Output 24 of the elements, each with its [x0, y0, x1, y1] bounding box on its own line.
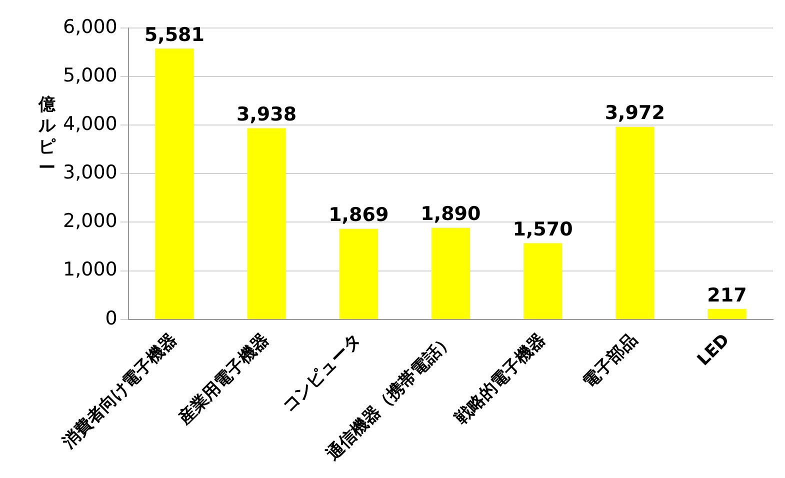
data-label: 3,938	[236, 104, 297, 126]
bar	[247, 128, 286, 319]
y-tick-label: 4,000	[62, 113, 118, 136]
data-label: 1,890	[420, 203, 481, 226]
y-tick-label: 0	[105, 307, 118, 330]
bar	[155, 48, 194, 319]
bar	[616, 126, 654, 319]
y-tick-label: 5,000	[62, 64, 118, 86]
x-tick-label: 戦略的電子機器	[450, 330, 550, 430]
y-axis-title: 億ルピー	[37, 95, 57, 179]
y-tick-label: 1,000	[62, 258, 118, 281]
y-tick-label: 2,000	[62, 210, 118, 232]
bar	[431, 228, 470, 319]
bar	[339, 228, 378, 319]
data-label: 1,570	[512, 218, 573, 241]
bar	[708, 308, 746, 319]
y-tick-label: 3,000	[62, 162, 118, 184]
data-label: 5,581	[144, 24, 204, 46]
data-label: 3,972	[604, 102, 665, 124]
data-label: 1,869	[328, 204, 389, 226]
data-label: 217	[707, 284, 747, 306]
bar	[523, 243, 562, 319]
x-tick-label: 電子部品	[579, 330, 642, 392]
y-tick-label: 6,000	[62, 16, 118, 38]
